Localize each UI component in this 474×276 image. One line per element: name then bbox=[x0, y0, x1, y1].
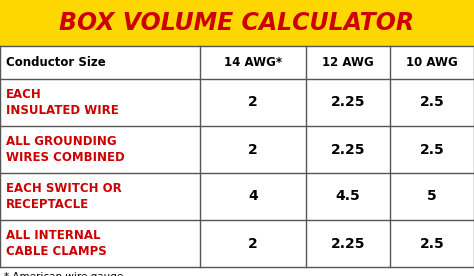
Text: 12 AWG: 12 AWG bbox=[322, 56, 374, 69]
Text: 2.5: 2.5 bbox=[419, 142, 444, 156]
Text: 2.5: 2.5 bbox=[419, 95, 444, 110]
Text: 4.5: 4.5 bbox=[336, 190, 360, 203]
Text: Conductor Size: Conductor Size bbox=[6, 56, 106, 69]
Text: 2.25: 2.25 bbox=[331, 237, 365, 251]
Text: 5: 5 bbox=[427, 190, 437, 203]
Text: 4: 4 bbox=[248, 190, 258, 203]
Text: EACH SWITCH OR
RECEPTACLE: EACH SWITCH OR RECEPTACLE bbox=[6, 182, 122, 211]
Text: * American wire gauge: * American wire gauge bbox=[4, 272, 123, 276]
Bar bbox=[0, 0, 474, 46]
Text: 2.5: 2.5 bbox=[419, 237, 444, 251]
Text: 2.25: 2.25 bbox=[331, 142, 365, 156]
Text: 2: 2 bbox=[248, 237, 258, 251]
Text: 14 AWG*: 14 AWG* bbox=[224, 56, 282, 69]
Text: EACH
INSULATED WIRE: EACH INSULATED WIRE bbox=[6, 88, 119, 117]
Text: ALL GROUNDING
WIRES COMBINED: ALL GROUNDING WIRES COMBINED bbox=[6, 135, 125, 164]
Text: BOX VOLUME CALCULATOR: BOX VOLUME CALCULATOR bbox=[59, 11, 415, 35]
Text: ALL INTERNAL
CABLE CLAMPS: ALL INTERNAL CABLE CLAMPS bbox=[6, 229, 107, 258]
Text: 2.25: 2.25 bbox=[331, 95, 365, 110]
Text: 2: 2 bbox=[248, 95, 258, 110]
Text: 2: 2 bbox=[248, 142, 258, 156]
Text: 10 AWG: 10 AWG bbox=[406, 56, 458, 69]
Bar bbox=[0, 46, 474, 267]
